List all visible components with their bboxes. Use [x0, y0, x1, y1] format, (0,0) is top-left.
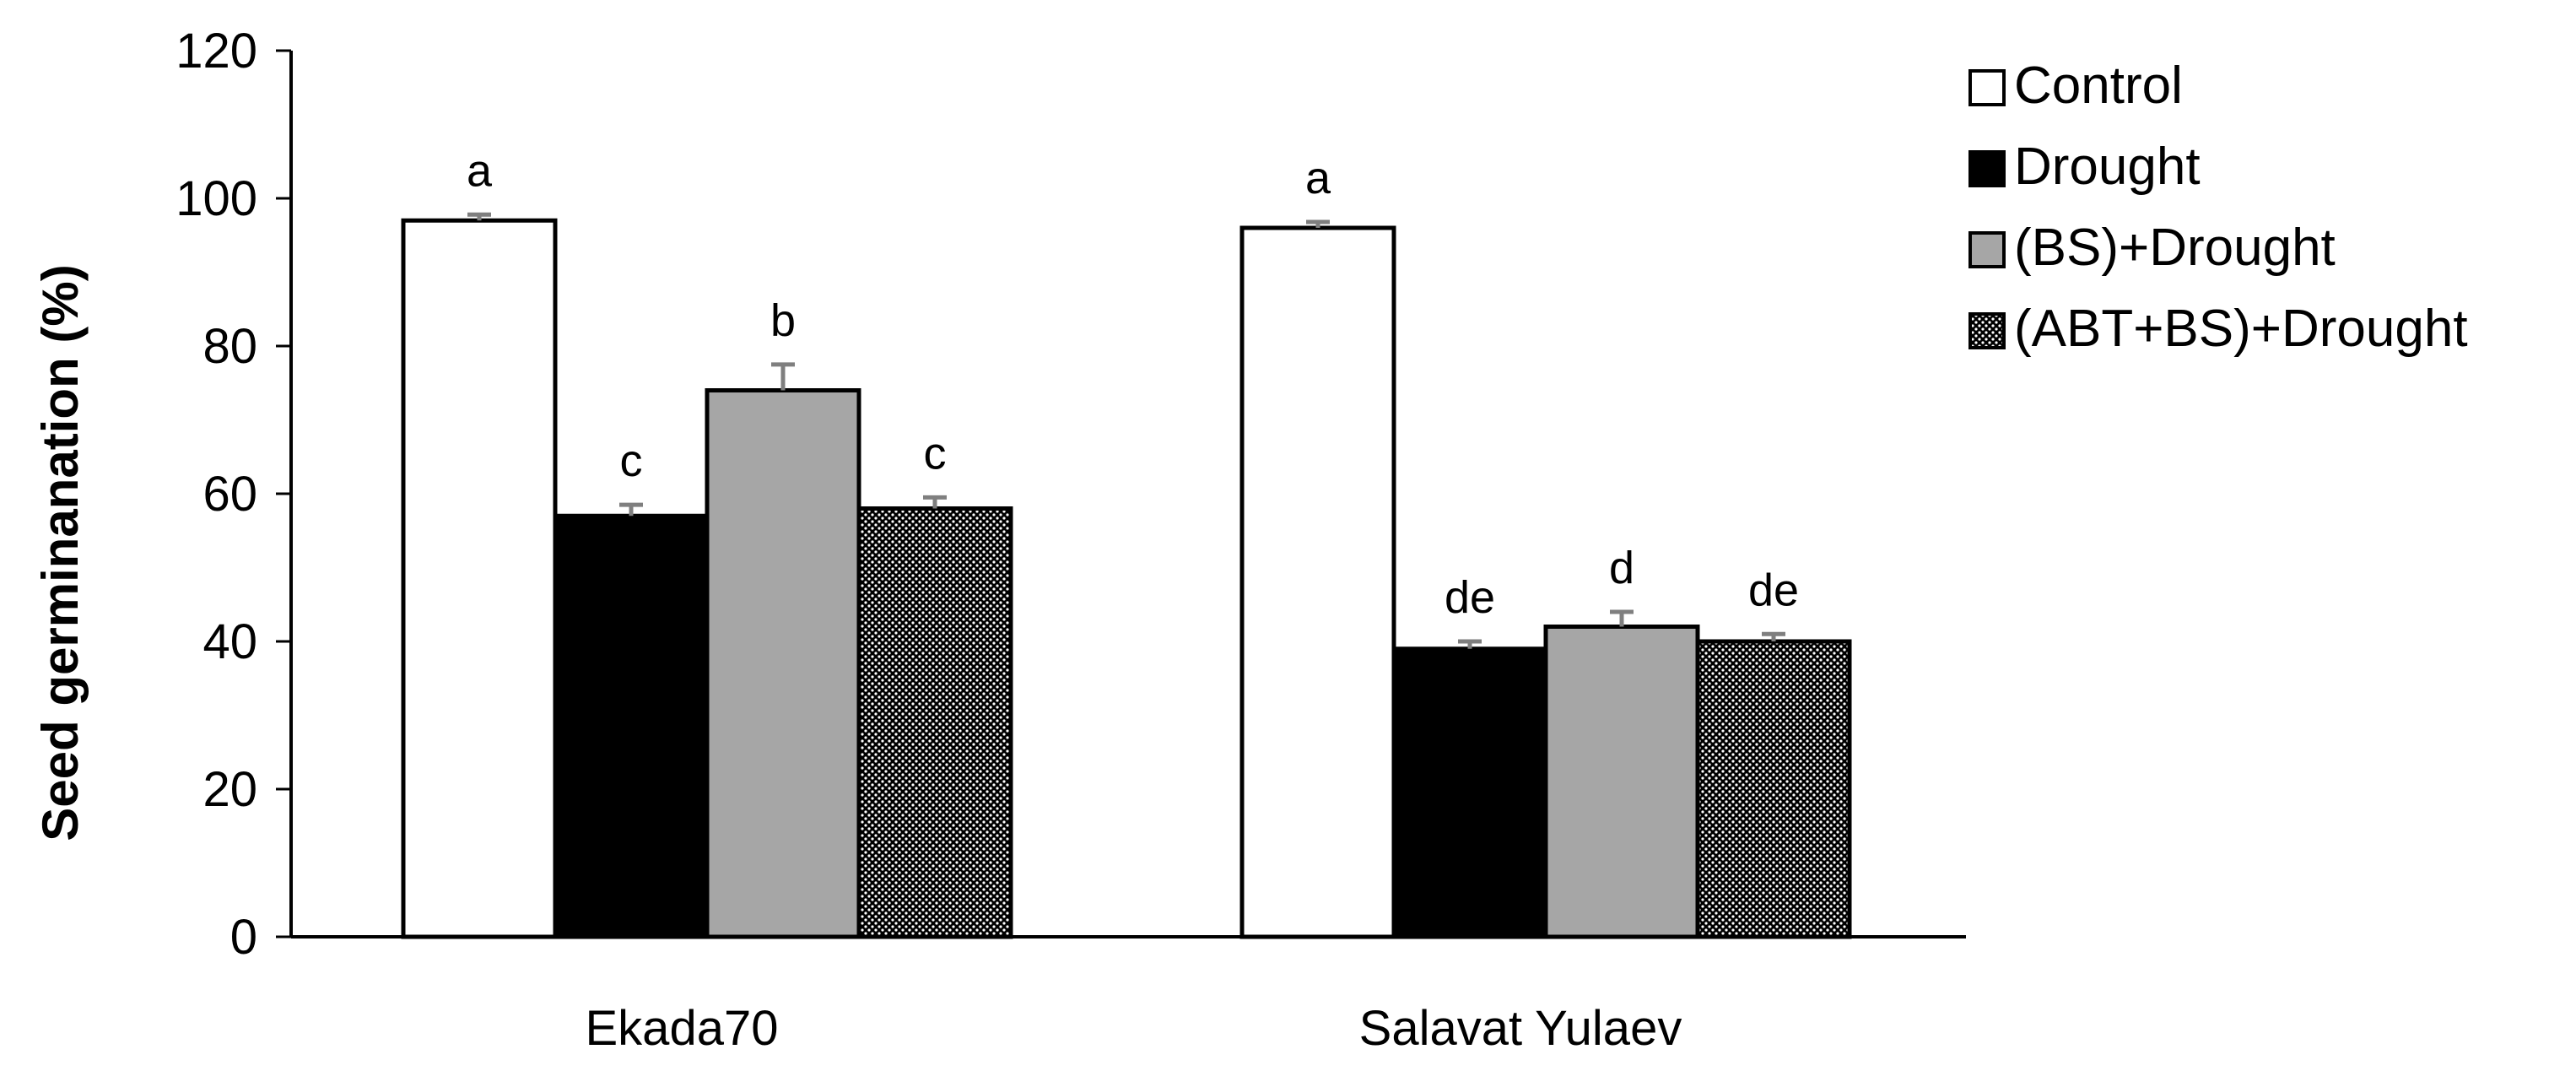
legend-label: (BS)+Drought: [2014, 219, 2336, 277]
bar-drought-0: [553, 513, 710, 939]
bar-control-1: [1239, 225, 1396, 939]
significance-label: b: [770, 295, 796, 346]
bar--abt-bs-drought-0: [856, 506, 1013, 939]
bars: a c b c a de d de: [401, 145, 1852, 939]
y-tick-label: 40: [203, 614, 257, 669]
y-axis-ticks: 0 20 40 60 80 100 120: [176, 24, 291, 965]
bar--bs-drought-1: [1543, 625, 1700, 939]
legend-swatch: [1968, 231, 2006, 268]
y-tick-label: 20: [203, 762, 257, 817]
y-tick-label: 80: [203, 319, 257, 374]
axes: [289, 51, 1966, 938]
legend-label: Drought: [2014, 138, 2201, 196]
legend: Control Drought (BS)+Drought (ABT+BS)+Droug…: [1968, 57, 2468, 358]
significance-label: c: [620, 435, 643, 486]
y-axis-label: Seed germinanation (%): [32, 264, 89, 841]
y-tick-label: 100: [176, 171, 257, 226]
significance-label: de: [1445, 572, 1495, 623]
significance-label: c: [924, 428, 947, 479]
y-tick-label: 120: [176, 24, 257, 78]
legend-swatch: [1968, 69, 2006, 106]
significance-label: a: [467, 145, 493, 196]
y-tick-label: 0: [230, 910, 257, 965]
legend-swatch: [1968, 150, 2006, 187]
significance-label: a: [1305, 153, 1331, 203]
bar--bs-drought-0: [705, 388, 861, 939]
legend-swatch: [1968, 312, 2006, 349]
category-labels: Ekada70 Salavat Yulaev: [586, 1001, 1682, 1056]
legend-label: (ABT+BS)+Drought: [2014, 300, 2468, 358]
significance-label: de: [1748, 565, 1799, 615]
bar--abt-bs-drought-1: [1695, 639, 1852, 939]
y-tick-label: 60: [203, 467, 257, 522]
category-label: Ekada70: [586, 1001, 779, 1056]
bar-drought-1: [1391, 646, 1548, 939]
category-label: Salavat Yulaev: [1359, 1001, 1682, 1056]
significance-label: d: [1609, 543, 1634, 593]
legend-label: Control: [2014, 57, 2183, 115]
bar-control-0: [401, 218, 558, 939]
